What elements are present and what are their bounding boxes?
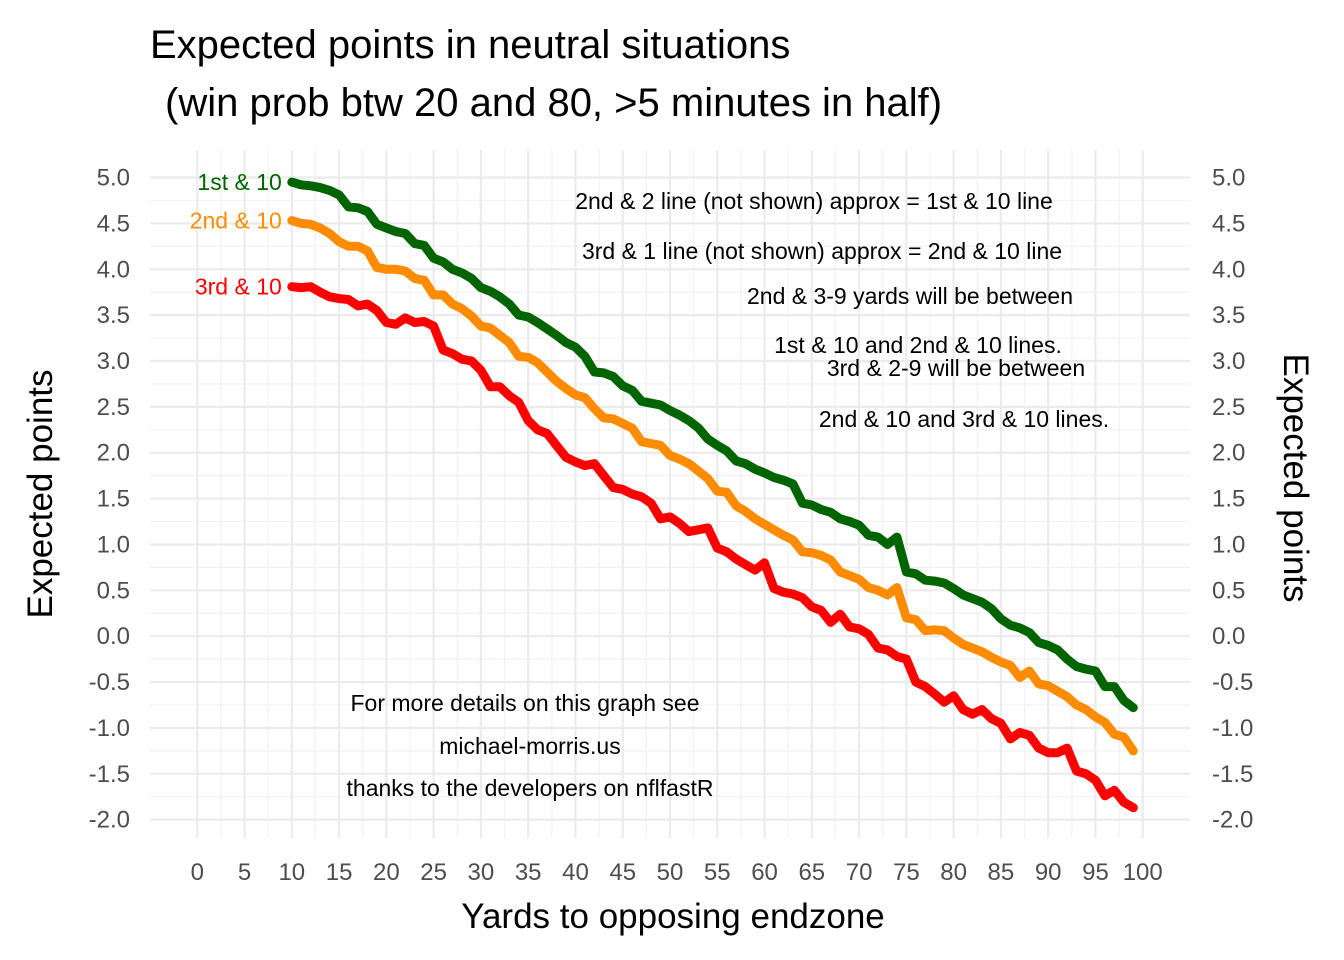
x-tick-label: 45 (609, 859, 636, 886)
y-tick-label-left: -0.5 (89, 669, 130, 696)
x-tick-label: 15 (326, 859, 353, 886)
y-tick-label-right: 4.0 (1212, 256, 1245, 283)
x-tick-label: 55 (704, 859, 731, 886)
y-tick-label-right: 1.5 (1212, 486, 1245, 513)
x-axis-title: Yards to opposing endzone (461, 897, 885, 936)
y-tick-label-right: 5.0 (1212, 165, 1245, 192)
x-tick-label: 70 (846, 859, 873, 886)
series-line-3rd-10 (287, 282, 1138, 813)
y-tick-label-right: 3.0 (1212, 348, 1245, 375)
y-tick-label-left: 1.0 (97, 531, 130, 558)
y-tick-label-right: -1.5 (1212, 761, 1253, 788)
y-tick-label-left: 4.0 (97, 256, 130, 283)
x-tick-label: 75 (893, 859, 920, 886)
y-axis-left-ticks: -2.0 -1.5 -1.0 -0.5 0.0 0.5 1.0 1.5 2.0 2.5 3.0 3.5… (89, 165, 130, 834)
chart-title: Expected points in neutral situations (150, 23, 790, 67)
credits-line3: thanks to the developers on nflfastR (347, 775, 714, 801)
annotation-3rd-and-2-9-line2: 2nd & 10 and 3rd & 10 lines. (819, 406, 1109, 432)
series-label-3rd-10: 3rd & 10 (195, 274, 282, 300)
y-axis-title-right: Expected points (1276, 353, 1315, 602)
x-axis-ticks: 0 5 10 15 20 25 30 35 40 45 50 55 60 65 70 75 80 85 90 95 10… (191, 859, 1163, 886)
x-tick-label: 35 (515, 859, 542, 886)
y-tick-label-left: 3.5 (97, 302, 130, 329)
y-tick-label-left: 3.0 (97, 348, 130, 375)
y-tick-label-left: 2.5 (97, 394, 130, 421)
y-tick-label-left: 4.5 (97, 210, 130, 237)
x-tick-label: 0 (191, 859, 204, 886)
x-tick-label: 10 (278, 859, 305, 886)
y-tick-label-right: 2.0 (1212, 440, 1245, 467)
y-tick-label-left: -1.5 (89, 761, 130, 788)
credits-line2: michael-morris.us (439, 733, 620, 759)
series-line-1st-10 (287, 177, 1138, 713)
x-tick-label: 90 (1035, 859, 1062, 886)
annotation-3rd-and-2-9-line1: 3rd & 2-9 will be between (827, 355, 1085, 381)
x-tick-label: 60 (751, 859, 778, 886)
y-axis-title-left: Expected points (21, 369, 60, 618)
y-tick-label-left: 5.0 (97, 165, 130, 192)
y-tick-label-right: 0.0 (1212, 623, 1245, 650)
y-tick-label-right: 2.5 (1212, 394, 1245, 421)
annotation-2nd-and-3-9-line2: 1st & 10 and 2nd & 10 lines. (774, 332, 1062, 358)
chart-subtitle: (win prob btw 20 and 80, >5 minutes in h… (165, 81, 942, 125)
x-tick-label: 85 (988, 859, 1015, 886)
y-tick-label-left: 1.5 (97, 486, 130, 513)
y-tick-label-left: 0.5 (97, 577, 130, 604)
series-labels: 1st & 10 2nd & 10 3rd & 10 (190, 169, 282, 300)
x-tick-label: 80 (940, 859, 967, 886)
series-lines (287, 177, 1138, 813)
x-tick-label: 50 (657, 859, 684, 886)
annotation-2nd-and-2: 2nd & 2 line (not shown) approx = 1st & … (575, 188, 1053, 214)
y-tick-label-left: -2.0 (89, 807, 130, 834)
y-tick-label-right: -1.0 (1212, 715, 1253, 742)
y-tick-label-left: 0.0 (97, 623, 130, 650)
x-tick-label: 5 (238, 859, 251, 886)
x-tick-label: 65 (798, 859, 825, 886)
series-label-2nd-10: 2nd & 10 (190, 208, 282, 234)
x-tick-label: 25 (420, 859, 447, 886)
credits-line1: For more details on this graph see (350, 690, 699, 716)
y-axis-right-ticks: -2.0 -1.5 -1.0 -0.5 0.0 0.5 1.0 1.5 2.0 2.5 3.0 3.5… (1212, 165, 1253, 834)
y-tick-label-left: -1.0 (89, 715, 130, 742)
y-tick-label-right: 0.5 (1212, 577, 1245, 604)
y-tick-label-right: 3.5 (1212, 302, 1245, 329)
annotation-3rd-and-1: 3rd & 1 line (not shown) approx = 2nd & … (582, 238, 1062, 264)
series-line-2nd-10 (287, 216, 1138, 756)
x-tick-label: 95 (1082, 859, 1109, 886)
y-tick-label-right: -0.5 (1212, 669, 1253, 696)
y-tick-label-left: 2.0 (97, 440, 130, 467)
y-tick-label-right: 1.0 (1212, 531, 1245, 558)
y-tick-label-right: -2.0 (1212, 807, 1253, 834)
x-tick-label: 40 (562, 859, 589, 886)
grid (150, 150, 1190, 838)
x-tick-label: 20 (373, 859, 400, 886)
annotation-2nd-and-3-9-line1: 2nd & 3-9 yards will be between (747, 283, 1073, 309)
series-label-1st-10: 1st & 10 (197, 169, 281, 195)
y-tick-label-right: 4.5 (1212, 210, 1245, 237)
x-tick-label: 30 (468, 859, 495, 886)
x-tick-label: 100 (1123, 859, 1163, 886)
